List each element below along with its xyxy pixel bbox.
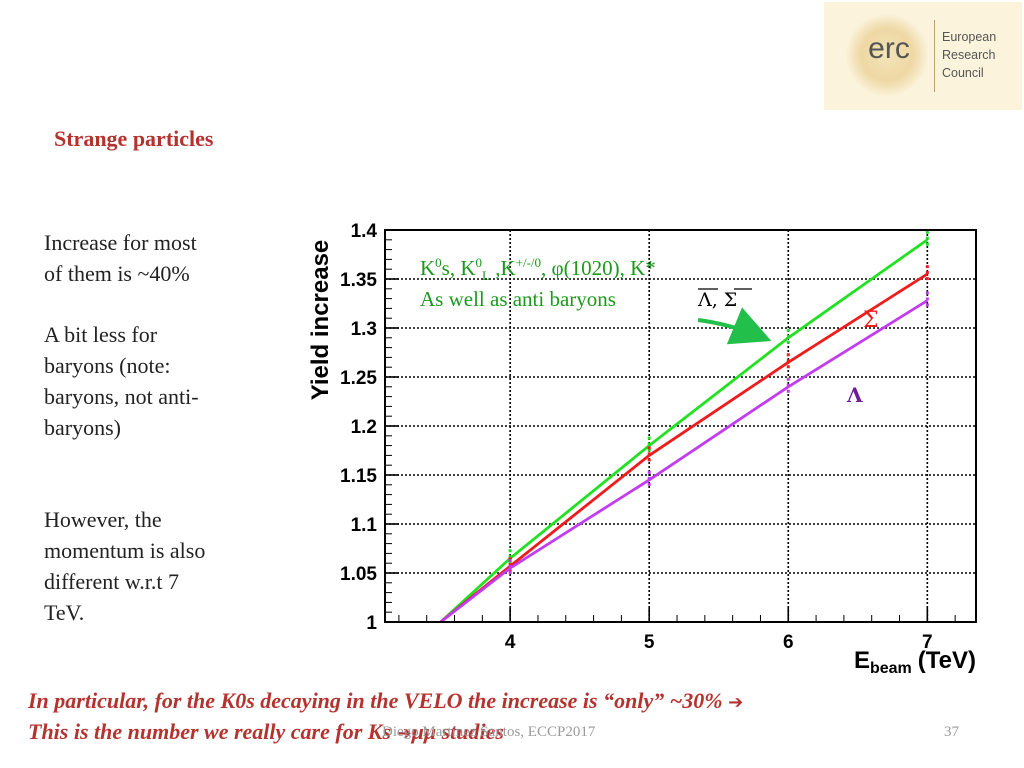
y-tick-label: 1.3 bbox=[351, 319, 377, 340]
logo-line: European bbox=[942, 30, 997, 44]
grid bbox=[385, 230, 976, 622]
series bbox=[439, 230, 929, 624]
y-tick-label: 1.2 bbox=[351, 417, 377, 438]
annotation-antibaryons: Λ, Σ bbox=[697, 289, 737, 311]
y-tick-label: 1.1 bbox=[351, 515, 378, 536]
text-line: baryons (note: bbox=[44, 353, 171, 378]
y-tick-label: 1.35 bbox=[340, 270, 377, 291]
logo-line: Research bbox=[942, 48, 996, 62]
annotation-green-line2: As well as anti baryons bbox=[420, 287, 616, 311]
page-number: 37 bbox=[944, 724, 959, 740]
x-tick-label: 6 bbox=[783, 632, 794, 653]
y-tick-labels: 1 1.05 1.1 1.15 1.2 1.25 1.3 1.35 1.4 bbox=[340, 221, 377, 634]
lambda-label: Λ bbox=[846, 383, 863, 407]
footnote-line2-text: This is the number we really care for Ks bbox=[28, 719, 397, 744]
x-axis-label: Ebeam (TeV) bbox=[854, 647, 976, 677]
text-line: TeV. bbox=[44, 600, 85, 625]
text-line: different w.r.t 7 bbox=[44, 569, 180, 594]
text-line: baryons) bbox=[44, 415, 121, 440]
annotation-green-line1: K0s, K0L ,K+/-/0, φ(1020), K* bbox=[420, 255, 656, 283]
text-line: However, the bbox=[44, 507, 162, 532]
axis-ticks bbox=[385, 229, 956, 623]
plot-frame bbox=[384, 229, 977, 623]
y-tick-label: 1.4 bbox=[351, 221, 378, 242]
arrow-right-icon: ➔ bbox=[728, 692, 744, 713]
x-axis-label-unit: (TeV) bbox=[918, 647, 976, 674]
text-line: A bit less for bbox=[44, 322, 158, 347]
footer-author: Diego Martinez Santos, ECCP2017 bbox=[382, 724, 596, 740]
y-tick-label: 1.05 bbox=[340, 564, 377, 585]
x-axis-label-main: E bbox=[854, 647, 870, 674]
text-line: of them is ~40% bbox=[44, 261, 190, 286]
logo-lines: European Research Council bbox=[942, 28, 996, 82]
text-line: Increase for most bbox=[44, 230, 197, 255]
text-line: momentum is also bbox=[44, 538, 206, 563]
x-axis-label-sub: beam bbox=[870, 660, 912, 677]
annotation-arrow-icon bbox=[697, 307, 772, 345]
x-tick-label: 7 bbox=[922, 632, 933, 653]
x-tick-label: 4 bbox=[505, 632, 516, 653]
logo-mark: erc bbox=[868, 32, 910, 65]
sigma-label: Σ bbox=[863, 308, 879, 333]
slide-title: Strange particles bbox=[54, 126, 214, 151]
paragraph-momentum: However, the momentum is also different … bbox=[44, 504, 269, 628]
footnote-line1-text: In particular, for the K0s decaying in t… bbox=[28, 688, 723, 713]
y-tick-label: 1.15 bbox=[340, 466, 377, 487]
y-tick-label: 1.25 bbox=[340, 368, 377, 389]
logo-divider bbox=[934, 20, 935, 92]
erc-logo: erc European Research Council bbox=[824, 2, 1022, 110]
arrow-right-icon: ➔ bbox=[396, 723, 412, 744]
paragraph-baryons: A bit less for baryons (note: baryons, n… bbox=[44, 319, 264, 443]
y-axis-label: Yield increase bbox=[307, 240, 334, 401]
logo-circle-icon bbox=[846, 14, 928, 96]
footnote-line2-end: μμ studies bbox=[411, 719, 504, 744]
text-line: baryons, not anti- bbox=[44, 384, 199, 409]
x-tick-labels: 4 5 6 7 bbox=[505, 632, 933, 653]
y-tick-label: 1 bbox=[366, 613, 377, 634]
paragraph-increase: Increase for most of them is ~40% bbox=[44, 227, 264, 289]
footnote-line1: In particular, for the K0s decaying in t… bbox=[28, 688, 743, 714]
series-line bbox=[439, 272, 929, 624]
logo-line: Council bbox=[942, 66, 984, 80]
x-tick-label: 5 bbox=[644, 632, 655, 653]
yield-increase-chart: 1 1.05 1.1 1.15 1.2 1.25 1.3 1.35 1.4 4 5 6 7 Yield… bbox=[307, 221, 977, 677]
footnote-line2: This is the number we really care for Ks… bbox=[28, 719, 504, 745]
